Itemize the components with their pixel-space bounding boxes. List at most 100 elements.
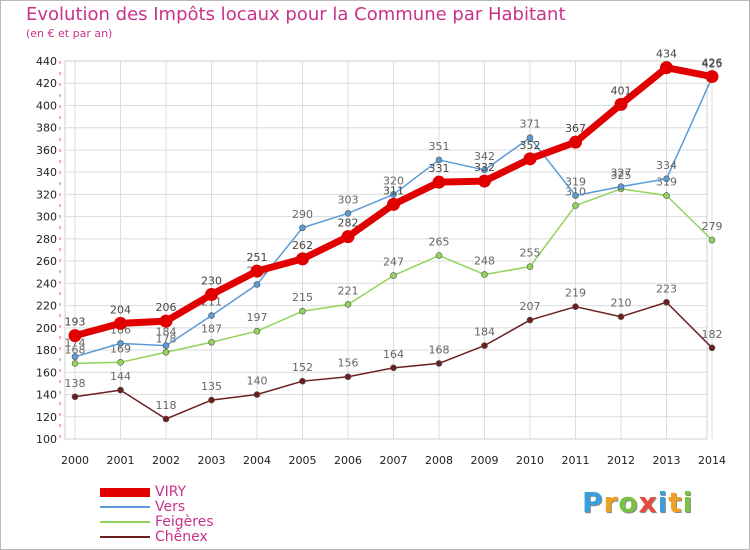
- y-tick-label: 200: [36, 322, 57, 335]
- data-point-chenex: [708, 344, 716, 352]
- data-point-viry: [296, 252, 309, 266]
- data-point-chenex: [390, 364, 397, 372]
- x-tick-label: 2002: [152, 454, 180, 467]
- data-label-chenex: 207: [520, 300, 541, 313]
- data-point-vers: [253, 281, 261, 288]
- data-label-chenex: 210: [611, 297, 632, 310]
- data-label-viry: 230: [201, 274, 222, 287]
- legend-swatch-vers: [100, 506, 150, 508]
- data-point-viry: [159, 314, 173, 328]
- data-point-vers: [71, 353, 79, 361]
- data-point-chenex: [344, 373, 352, 381]
- data-label-feigeres: 168: [65, 343, 86, 356]
- data-point-viry: [705, 70, 719, 84]
- data-point-viry: [341, 230, 355, 244]
- data-label-vers: 351: [429, 140, 450, 153]
- data-label-vers: 184: [156, 326, 177, 339]
- data-label-chenex: 140: [247, 375, 268, 388]
- x-tick-label: 2012: [607, 454, 635, 467]
- data-point-feigeres: [390, 272, 397, 279]
- x-tick-label: 2007: [380, 454, 408, 467]
- data-point-vers: [344, 210, 352, 217]
- x-tick-label: 2008: [425, 454, 453, 467]
- data-label-feigeres: 215: [292, 291, 313, 304]
- data-label-chenex: 135: [201, 380, 222, 393]
- data-label-viry: 426: [702, 57, 723, 70]
- data-label-feigeres: 197: [247, 311, 268, 324]
- y-tick-label: 360: [36, 144, 57, 157]
- data-point-feigeres: [708, 236, 716, 244]
- data-point-vers: [162, 342, 170, 349]
- data-label-feigeres: 325: [611, 169, 632, 182]
- x-tick-label: 2010: [516, 454, 544, 467]
- x-tick-label: 2003: [198, 454, 226, 467]
- data-label-vers: 371: [520, 118, 541, 131]
- data-point-viry: [478, 174, 491, 188]
- y-tick-label: 340: [36, 166, 57, 179]
- data-point-viry: [614, 97, 628, 111]
- y-tick-label: 380: [36, 122, 57, 135]
- y-tick-label: 420: [36, 77, 57, 90]
- y-tick-label: 100: [36, 433, 57, 446]
- x-tick-label: 2014: [698, 454, 726, 467]
- logo-letter: i: [657, 486, 669, 519]
- data-label-chenex: 182: [702, 328, 723, 341]
- data-label-viry: 367: [565, 122, 586, 135]
- data-point-viry: [250, 264, 264, 278]
- data-label-vers: 303: [338, 193, 359, 206]
- logo-letter: P: [582, 486, 604, 519]
- data-point-feigeres: [344, 301, 352, 308]
- y-tick-label: 160: [36, 366, 57, 379]
- x-tick-label: 2013: [653, 454, 681, 467]
- data-label-viry: 331: [429, 162, 450, 175]
- y-tick-label: 320: [36, 188, 57, 201]
- data-point-viry: [432, 175, 446, 189]
- data-label-viry: 332: [474, 161, 495, 174]
- data-point-viry: [523, 152, 537, 166]
- data-point-chenex: [663, 298, 670, 306]
- data-point-vers: [299, 224, 306, 232]
- x-tick-label: 2006: [334, 454, 362, 467]
- x-tick-label: 2000: [61, 454, 89, 467]
- data-point-viry: [205, 287, 218, 301]
- x-tick-label: 2011: [562, 454, 590, 467]
- logo-letter: r: [603, 486, 619, 519]
- data-point-vers: [390, 191, 397, 198]
- x-tick-label: 2009: [471, 454, 499, 467]
- data-point-feigeres: [572, 202, 579, 209]
- x-tick-label: 2005: [289, 454, 317, 467]
- data-point-vers: [208, 312, 215, 319]
- data-point-chenex: [299, 377, 306, 385]
- data-point-chenex: [71, 393, 79, 401]
- data-point-chenex: [162, 415, 170, 423]
- proxiti-logo: Proxiti: [582, 486, 693, 519]
- data-label-vers: 290: [292, 208, 313, 221]
- data-label-feigeres: 265: [429, 236, 450, 249]
- y-tick-label: 260: [36, 255, 57, 268]
- data-label-chenex: 184: [474, 326, 495, 339]
- data-label-chenex: 138: [65, 377, 86, 390]
- data-point-vers: [617, 183, 625, 190]
- x-tick-label: 2001: [107, 454, 135, 467]
- y-tick-label: 240: [36, 277, 57, 290]
- chart-title: Evolution des Impôts locaux pour la Comm…: [26, 4, 566, 25]
- logo-letter: x: [638, 486, 658, 519]
- y-tick-label: 400: [36, 99, 57, 112]
- legend-label-chenex: Chênex: [155, 529, 208, 545]
- data-label-chenex: 164: [383, 348, 404, 361]
- data-label-feigeres: 279: [702, 220, 723, 233]
- y-tick-label: 440: [36, 55, 57, 68]
- data-label-viry: 401: [611, 84, 632, 97]
- data-label-feigeres: 248: [474, 254, 495, 267]
- y-tick-label: 220: [36, 300, 57, 313]
- data-point-viry: [660, 61, 673, 75]
- logo-letter: o: [618, 486, 639, 519]
- data-point-chenex: [435, 360, 443, 367]
- data-point-viry: [387, 197, 400, 211]
- data-label-feigeres: 255: [520, 247, 541, 260]
- data-label-viry: 251: [247, 251, 268, 264]
- data-label-vers: 320: [383, 174, 404, 187]
- data-point-chenex: [208, 396, 215, 404]
- data-label-viry: 206: [156, 301, 177, 314]
